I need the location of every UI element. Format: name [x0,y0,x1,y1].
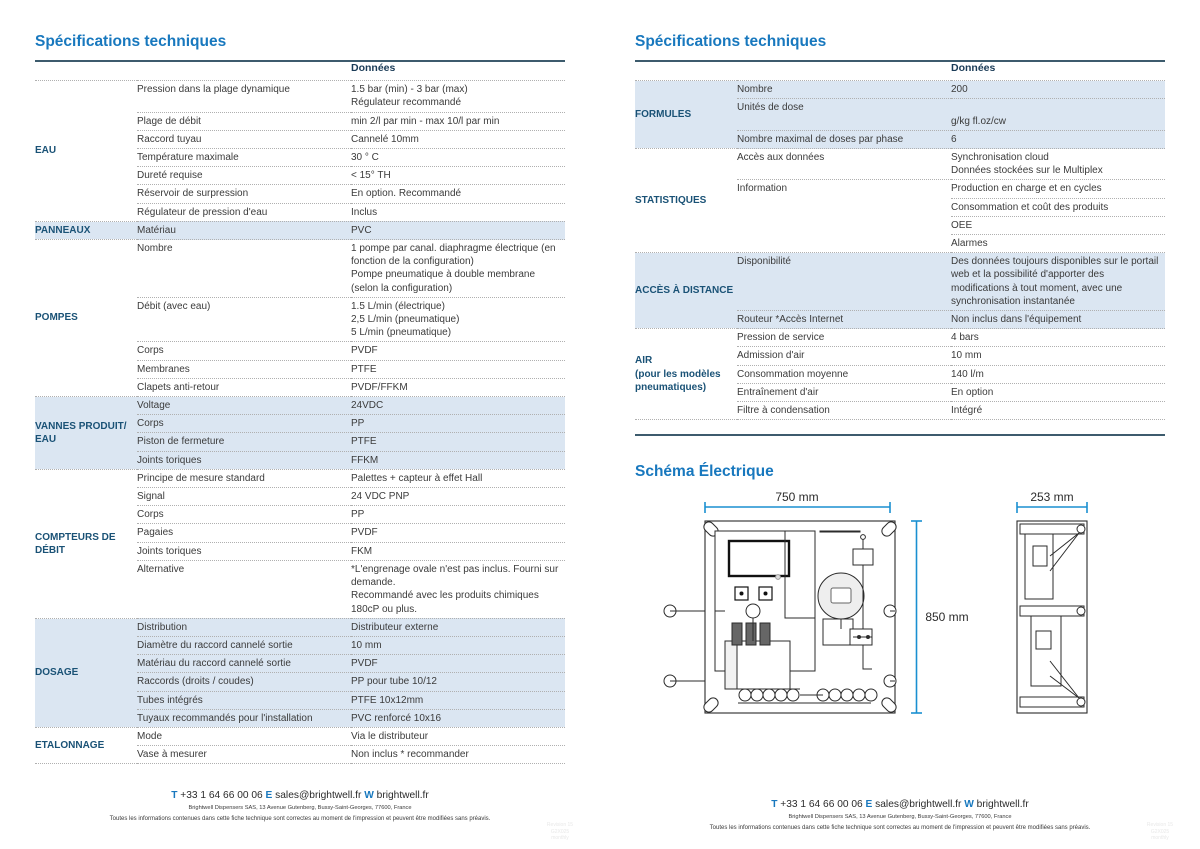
svg-text:850 mm: 850 mm [925,610,968,624]
svg-text:750 mm: 750 mm [775,491,818,504]
svg-text:253 mm: 253 mm [1030,491,1073,504]
